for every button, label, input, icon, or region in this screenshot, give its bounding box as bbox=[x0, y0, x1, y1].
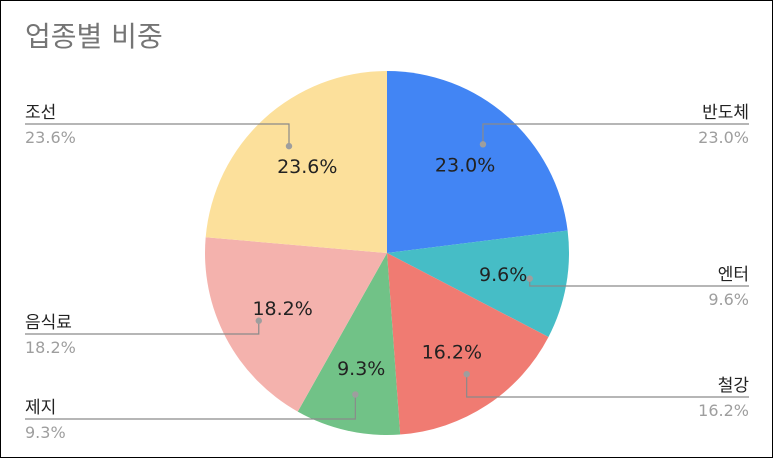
callout-category-slice-2: 엔터 bbox=[718, 265, 749, 285]
slice-value-label-slice-1: 23.0% bbox=[435, 155, 495, 177]
callout-slice-5: 음식료 18.2% bbox=[25, 313, 262, 357]
callout-category-slice-6: 조선 bbox=[25, 103, 56, 123]
slice-value-label-slice-3: 16.2% bbox=[422, 342, 482, 364]
pie-slice-slice-4 bbox=[297, 253, 401, 435]
callout-line-slice-1 bbox=[482, 123, 749, 145]
callout-slice-6: 조선 23.6% bbox=[25, 103, 293, 150]
pie-slice-slice-1 bbox=[387, 71, 568, 253]
callout-dot-slice-6 bbox=[285, 142, 293, 150]
chart-title: 업종별 비중 bbox=[25, 20, 163, 53]
callout-slice-4: 제지 9.3% bbox=[25, 391, 359, 442]
callout-slice-2: 엔터 9.6% bbox=[526, 265, 749, 309]
callout-line-slice-4 bbox=[25, 394, 356, 420]
callout-slice-3: 철강 16.2% bbox=[463, 370, 750, 420]
callout-percent-slice-4: 9.3% bbox=[25, 423, 66, 442]
callout-category-slice-4: 제지 bbox=[25, 398, 56, 418]
callout-percent-slice-5: 18.2% bbox=[25, 338, 76, 357]
slice-value-label-slice-4: 9.3% bbox=[337, 358, 385, 380]
callout-line-slice-5 bbox=[25, 320, 260, 335]
pie-slice-slice-3 bbox=[387, 253, 549, 435]
slice-value-label-slice-6: 23.6% bbox=[277, 156, 337, 178]
callout-slice-1: 반도체 23.0% bbox=[479, 103, 749, 148]
pie-slice-slice-5 bbox=[204, 237, 387, 412]
pie-slice-slice-6 bbox=[205, 71, 387, 253]
callout-category-slice-3: 철강 bbox=[718, 376, 750, 396]
callout-category-slice-1: 반도체 bbox=[702, 103, 749, 123]
callout-category-slice-5: 음식료 bbox=[25, 313, 72, 333]
callout-dot-slice-1 bbox=[479, 141, 487, 148]
callout-percent-slice-2: 9.6% bbox=[708, 290, 749, 309]
callout-percent-slice-6: 23.6% bbox=[25, 128, 76, 147]
slice-value-label-slice-5: 18.2% bbox=[252, 298, 312, 320]
slice-value-label-slice-2: 9.6% bbox=[479, 264, 527, 286]
callout-dot-slice-5 bbox=[255, 317, 262, 324]
callout-dot-slice-2 bbox=[526, 275, 533, 282]
callout-dot-slice-4 bbox=[352, 391, 359, 398]
callout-line-slice-3 bbox=[466, 374, 749, 398]
callout-dot-slice-3 bbox=[463, 370, 470, 378]
pie-slice-slice-2 bbox=[387, 230, 569, 337]
callout-percent-slice-3: 16.2% bbox=[698, 401, 749, 420]
callout-percent-slice-1: 23.0% bbox=[698, 128, 749, 147]
callout-line-slice-6 bbox=[25, 123, 290, 147]
